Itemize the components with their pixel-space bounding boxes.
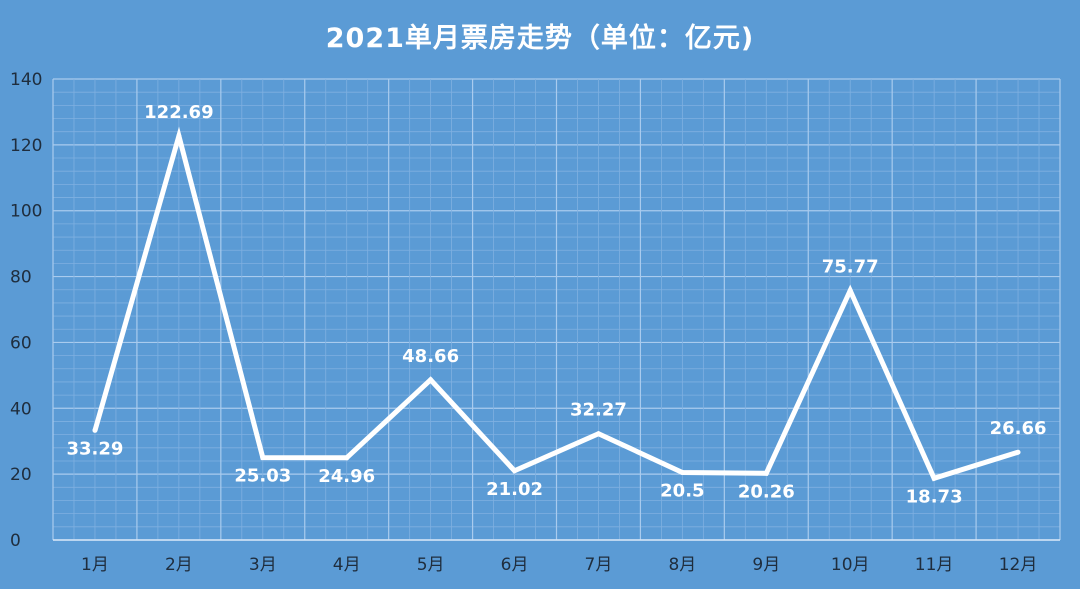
data-label: 26.66 xyxy=(990,418,1047,439)
x-tick-label: 4月 xyxy=(333,555,361,575)
y-tick-label: 20 xyxy=(10,465,32,485)
y-axis: 0 20 40 60 80 100 120 140 xyxy=(10,70,42,551)
data-point xyxy=(344,455,350,461)
data-label: 24.96 xyxy=(318,466,375,487)
data-point xyxy=(931,475,937,481)
data-point xyxy=(428,377,434,383)
data-label: 25.03 xyxy=(234,466,291,487)
y-tick-label: 100 xyxy=(10,202,42,222)
data-label: 32.27 xyxy=(570,400,627,421)
y-tick-label: 140 xyxy=(10,70,42,90)
data-labels: 33.29 122.69 25.03 24.96 48.66 21.02 32.27 20.5… xyxy=(66,102,1046,507)
y-tick-label: 0 xyxy=(10,531,21,551)
y-tick-label: 40 xyxy=(10,399,32,419)
series-line xyxy=(92,126,1019,482)
data-point xyxy=(847,288,853,294)
data-label: 122.69 xyxy=(144,102,213,123)
data-point xyxy=(512,468,518,474)
x-tick-label: 3月 xyxy=(249,555,277,575)
x-tick-label: 1月 xyxy=(81,555,109,575)
data-point xyxy=(260,455,266,461)
data-point xyxy=(1015,449,1021,455)
x-tick-label: 10月 xyxy=(831,555,870,575)
x-axis: 1月 2月 3月 4月 5月 6月 7月 8月 9月 10月 11月 12月 xyxy=(53,539,1060,575)
series xyxy=(92,126,1021,482)
x-tick-label: 8月 xyxy=(668,555,696,575)
y-tick-label: 120 xyxy=(10,136,42,156)
data-point xyxy=(679,469,685,475)
grid xyxy=(52,78,1061,541)
x-tick-label: 6月 xyxy=(501,555,529,575)
data-point xyxy=(763,470,769,476)
data-label: 75.77 xyxy=(822,257,879,278)
data-point xyxy=(176,133,182,139)
data-point xyxy=(92,427,98,433)
data-label: 21.02 xyxy=(486,479,543,500)
data-label: 33.29 xyxy=(66,438,123,459)
data-point xyxy=(595,431,601,437)
x-tick-label: 11月 xyxy=(915,555,954,575)
chart-title: 2021单月票房走势（单位：亿元) xyxy=(325,23,755,54)
x-tick-label: 7月 xyxy=(585,555,613,575)
y-tick-label: 60 xyxy=(10,333,32,353)
data-label: 20.5 xyxy=(660,480,704,501)
data-label: 18.73 xyxy=(906,486,963,507)
x-tick-label: 5月 xyxy=(417,555,445,575)
data-label: 48.66 xyxy=(402,346,459,367)
x-tick-label: 12月 xyxy=(999,555,1038,575)
x-tick-label: 9月 xyxy=(752,555,780,575)
data-label: 20.26 xyxy=(738,481,795,502)
x-tick-label: 2月 xyxy=(165,555,193,575)
y-tick-label: 80 xyxy=(10,268,32,288)
